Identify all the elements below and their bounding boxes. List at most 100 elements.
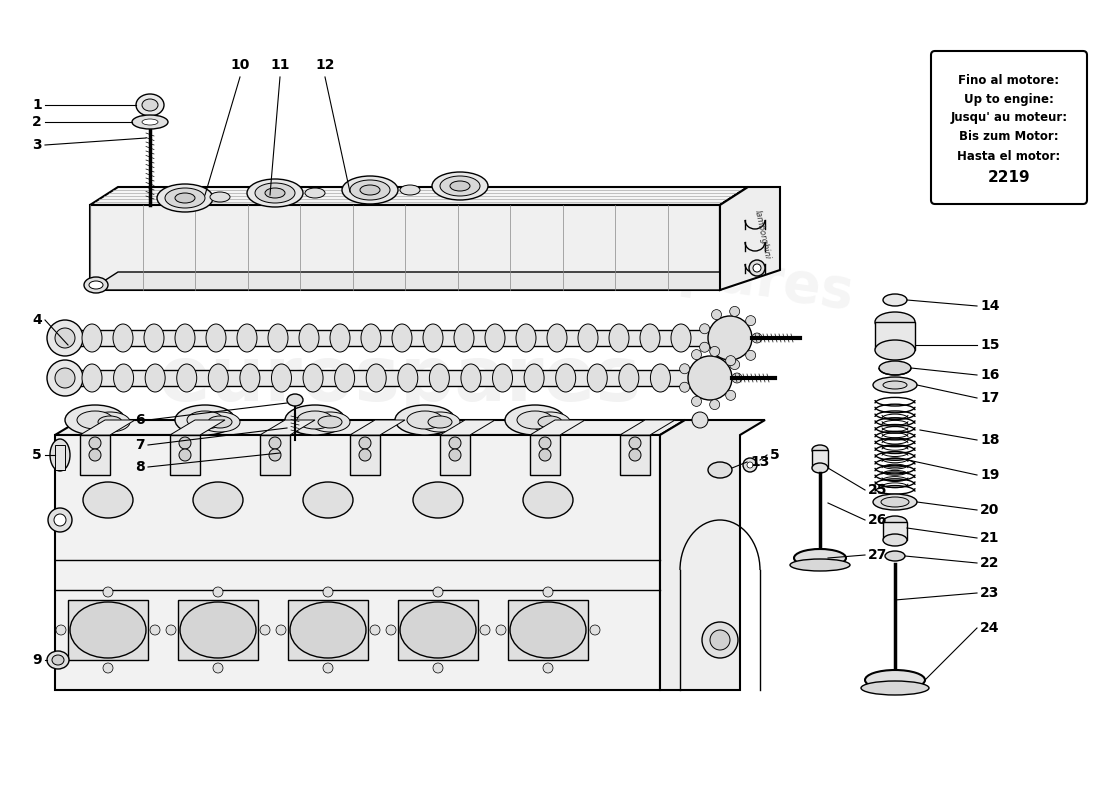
Ellipse shape bbox=[297, 411, 333, 429]
Ellipse shape bbox=[629, 449, 641, 461]
Text: 12: 12 bbox=[316, 58, 334, 72]
Ellipse shape bbox=[136, 94, 164, 116]
Ellipse shape bbox=[55, 368, 75, 388]
Ellipse shape bbox=[90, 412, 130, 432]
Ellipse shape bbox=[754, 264, 761, 272]
Bar bbox=[170, 435, 200, 475]
Bar bbox=[398, 600, 478, 660]
Ellipse shape bbox=[524, 364, 544, 392]
Text: 20: 20 bbox=[980, 503, 1000, 517]
Text: 10: 10 bbox=[230, 58, 250, 72]
Bar bbox=[80, 370, 700, 386]
Ellipse shape bbox=[113, 324, 133, 352]
Ellipse shape bbox=[710, 630, 730, 650]
Ellipse shape bbox=[708, 316, 752, 360]
Text: 22: 22 bbox=[980, 556, 1000, 570]
Ellipse shape bbox=[179, 437, 191, 449]
Polygon shape bbox=[440, 420, 495, 435]
Text: 9: 9 bbox=[32, 653, 42, 667]
Ellipse shape bbox=[671, 324, 691, 352]
Ellipse shape bbox=[142, 119, 158, 125]
Ellipse shape bbox=[680, 382, 690, 392]
Bar bbox=[80, 435, 110, 475]
Ellipse shape bbox=[883, 516, 908, 528]
Text: 1: 1 bbox=[32, 98, 42, 112]
Text: Fino al motore:: Fino al motore: bbox=[958, 74, 1059, 86]
Ellipse shape bbox=[874, 312, 915, 332]
Ellipse shape bbox=[98, 416, 122, 428]
Ellipse shape bbox=[255, 183, 295, 203]
Text: 17: 17 bbox=[980, 391, 1000, 405]
Ellipse shape bbox=[708, 462, 732, 478]
Polygon shape bbox=[530, 420, 585, 435]
Text: 25: 25 bbox=[868, 483, 888, 497]
Bar bbox=[68, 600, 148, 660]
Ellipse shape bbox=[299, 324, 319, 352]
Ellipse shape bbox=[359, 449, 371, 461]
Ellipse shape bbox=[400, 602, 476, 658]
Ellipse shape bbox=[496, 625, 506, 635]
Ellipse shape bbox=[113, 364, 133, 392]
Ellipse shape bbox=[726, 356, 736, 366]
Text: 23: 23 bbox=[980, 586, 1000, 600]
Ellipse shape bbox=[640, 324, 660, 352]
Ellipse shape bbox=[103, 663, 113, 673]
Ellipse shape bbox=[82, 482, 133, 518]
Ellipse shape bbox=[175, 193, 195, 203]
Ellipse shape bbox=[412, 482, 463, 518]
Ellipse shape bbox=[556, 364, 575, 392]
Ellipse shape bbox=[886, 551, 905, 561]
Text: 26: 26 bbox=[868, 513, 888, 527]
Bar bbox=[812, 450, 828, 468]
Ellipse shape bbox=[47, 360, 82, 396]
Ellipse shape bbox=[530, 412, 570, 432]
Ellipse shape bbox=[82, 324, 102, 352]
Polygon shape bbox=[720, 187, 780, 290]
Ellipse shape bbox=[712, 356, 722, 366]
Ellipse shape bbox=[200, 412, 240, 432]
Ellipse shape bbox=[742, 458, 757, 472]
Ellipse shape bbox=[276, 625, 286, 635]
Ellipse shape bbox=[82, 364, 102, 392]
Ellipse shape bbox=[350, 180, 390, 200]
Ellipse shape bbox=[485, 324, 505, 352]
Ellipse shape bbox=[874, 340, 915, 360]
Ellipse shape bbox=[305, 188, 324, 198]
Ellipse shape bbox=[732, 373, 742, 383]
Ellipse shape bbox=[206, 324, 225, 352]
Polygon shape bbox=[90, 205, 721, 290]
Ellipse shape bbox=[318, 416, 342, 428]
Text: lamborghini: lamborghini bbox=[752, 210, 771, 261]
Ellipse shape bbox=[89, 437, 101, 449]
Ellipse shape bbox=[700, 324, 710, 334]
Ellipse shape bbox=[65, 405, 125, 435]
Ellipse shape bbox=[539, 449, 551, 461]
Text: 7: 7 bbox=[135, 438, 145, 452]
Bar bbox=[55, 435, 660, 690]
Bar bbox=[260, 435, 290, 475]
Ellipse shape bbox=[240, 364, 260, 392]
Ellipse shape bbox=[692, 350, 702, 360]
Text: eurospares: eurospares bbox=[139, 563, 621, 637]
Ellipse shape bbox=[330, 324, 350, 352]
Bar bbox=[874, 322, 915, 350]
Ellipse shape bbox=[812, 445, 828, 455]
FancyBboxPatch shape bbox=[931, 51, 1087, 204]
Ellipse shape bbox=[310, 412, 350, 432]
Ellipse shape bbox=[165, 188, 205, 208]
Text: 3: 3 bbox=[32, 138, 42, 152]
Ellipse shape bbox=[746, 350, 756, 360]
Text: Up to engine:: Up to engine: bbox=[964, 93, 1054, 106]
Ellipse shape bbox=[70, 602, 146, 658]
Ellipse shape bbox=[47, 320, 82, 356]
Ellipse shape bbox=[132, 115, 168, 129]
Ellipse shape bbox=[712, 310, 722, 320]
Ellipse shape bbox=[505, 405, 565, 435]
Text: Bis zum Motor:: Bis zum Motor: bbox=[959, 130, 1059, 143]
Ellipse shape bbox=[881, 497, 909, 507]
Bar bbox=[55, 445, 65, 470]
Ellipse shape bbox=[861, 681, 930, 695]
Text: 18: 18 bbox=[980, 433, 1000, 447]
Polygon shape bbox=[80, 420, 135, 435]
Bar bbox=[80, 330, 720, 346]
